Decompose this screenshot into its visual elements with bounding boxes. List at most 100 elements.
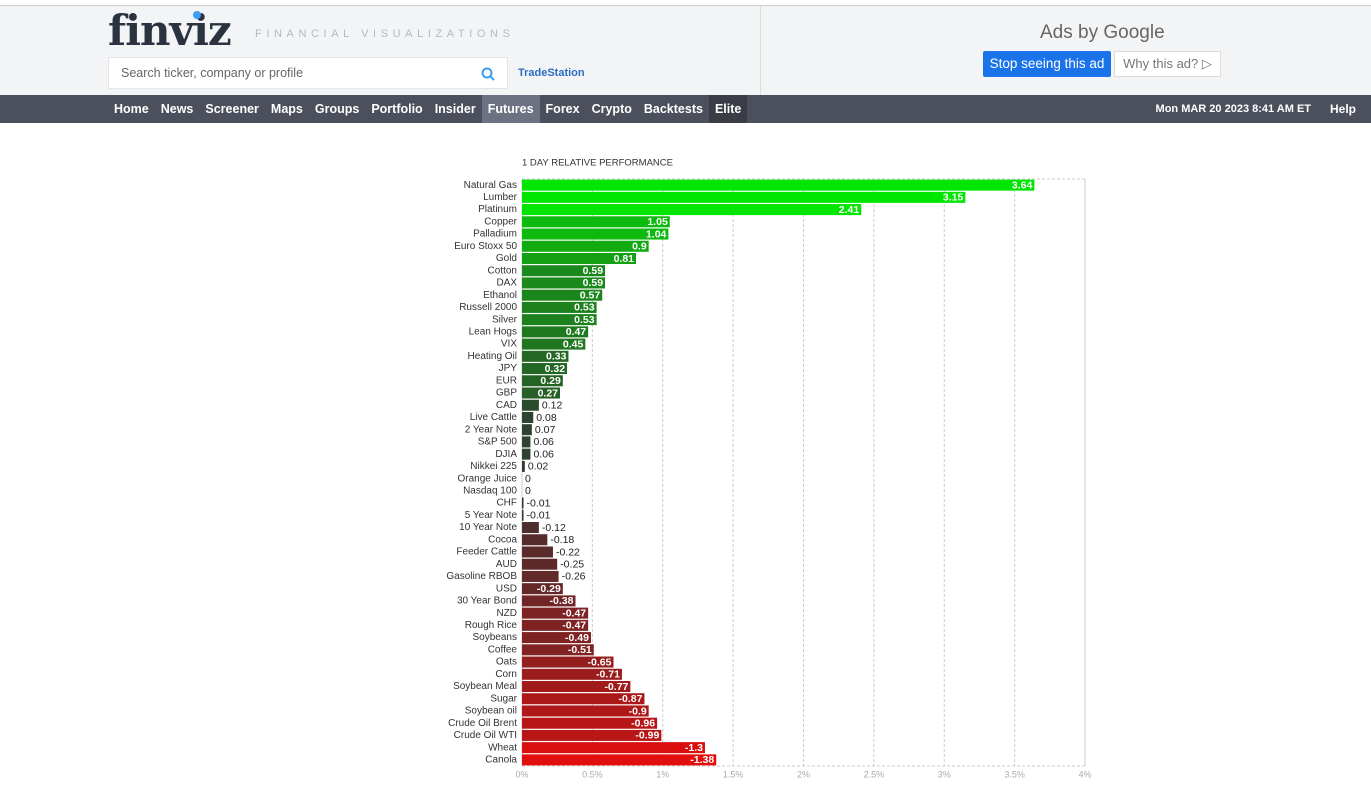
value-label: 0.53 [574,314,595,326]
nav-item[interactable]: Crypto [591,102,632,116]
value-label: 0 [525,473,531,485]
value-label: 0.12 [542,400,563,412]
bar [522,644,594,656]
y-tick-label: DAX [496,278,517,289]
nav-item[interactable]: Insider [434,102,476,116]
divider [760,6,761,96]
bar [522,558,558,570]
y-tick-label: Crude Oil WTI [454,730,517,741]
y-tick-label: Orange Juice [458,473,518,484]
value-label: -0.71 [596,669,620,681]
value-label: -0.01 [527,510,551,522]
y-tick-label: S&P 500 [478,437,518,448]
nav-item[interactable]: Screener [205,102,259,116]
bar [522,717,658,729]
y-tick-label: Platinum [478,204,517,215]
y-tick-label: Live Cattle [470,412,518,423]
help[interactable]: Help [1329,102,1356,116]
nav-items: Home News Screener Maps Groups Portfolio Insid… [108,95,748,123]
y-tick-label: CHF [496,498,517,509]
value-label: -0.18 [550,534,574,546]
nav-item[interactable]: Forex [545,102,580,116]
y-tick-label: Soybeans [473,632,517,643]
value-label: 0.06 [533,448,554,460]
bar [522,277,606,289]
bar [522,350,569,362]
value-label: 0.59 [583,265,604,277]
value-label: -0.65 [588,656,612,668]
y-tick-label: Gold [496,253,517,264]
value-label: -0.29 [537,583,561,595]
x-tick-label: 4% [1078,769,1091,779]
x-tick-label: 2.5% [864,769,885,779]
value-label: 0.81 [614,253,635,265]
bar [522,705,649,717]
x-tick-label: 1% [656,769,669,779]
chart-title: 1 DAY RELATIVE PERFORMANCE [522,158,673,169]
bar [522,191,966,203]
nav-item[interactable]: Home [114,102,149,116]
search-icon[interactable] [481,67,495,81]
nav-item[interactable]: Backtests [643,102,703,116]
y-tick-label: Sugar [490,693,517,704]
value-label: 0.27 [538,387,559,399]
ad-button[interactable]: Stop seeing this ad [983,51,1111,77]
y-tick-label: CAD [496,400,517,411]
nav-item[interactable]: Futures [481,95,540,123]
value-label: -0.25 [560,559,584,571]
value-label: 0.32 [545,363,566,375]
value-label: 1.04 [646,228,667,240]
value-label: -0.49 [565,632,589,644]
bar [522,436,531,448]
y-tick-label: 30 Year Bond [457,596,517,607]
y-tick-label: Lean Hogs [469,327,517,338]
bar [522,216,670,228]
logo[interactable]: finviz [108,6,232,55]
y-tick-label: Euro Stoxx 50 [454,241,517,252]
y-tick-label: Feeder Cattle [456,547,517,558]
nav-bar: Home News Screener Maps Groups Portfolio Insid… [0,95,1371,123]
value-label: -0.01 [527,497,551,509]
search-box[interactable]: Search ticker, company or profile [108,57,508,89]
y-tick-label: Crude Oil Brent [448,718,517,729]
y-tick-label: 10 Year Note [459,522,517,533]
value-label: -0.99 [635,730,659,742]
y-tick-label: USD [496,583,517,594]
ad-why[interactable]: Why this ad? ▷ [1114,51,1221,77]
bar [522,656,614,668]
bar [522,570,559,582]
value-label: 0 [525,485,531,497]
y-tick-label: Rough Rice [465,620,518,631]
bar [522,399,539,411]
value-label: 0.06 [533,436,554,448]
bar [522,607,589,619]
datetime: Mon MAR 20 2023 8:41 AM ET [1155,103,1311,115]
bar [522,228,669,240]
y-tick-label: JPY [499,363,518,374]
y-tick-label: 5 Year Note [465,510,518,521]
value-label: 0.9 [632,241,647,253]
nav-item[interactable]: Maps [270,102,303,116]
bar [522,619,589,631]
y-tick-label: 2 Year Note [465,424,518,435]
value-label: 2.41 [839,204,860,216]
y-tick-label: Cocoa [488,534,517,545]
y-tick-label: Silver [492,314,518,325]
value-label: -0.51 [568,644,592,656]
nav-item[interactable]: Portfolio [371,102,423,116]
y-tick-label: Corn [495,669,517,680]
bar [522,179,1035,191]
value-label: 0.08 [536,412,557,424]
bar [522,314,597,326]
value-label: -0.12 [542,522,566,534]
y-tick-label: Nikkei 225 [470,461,517,472]
nav-item[interactable]: News [160,102,194,116]
y-tick-label: Soybean oil [465,706,517,717]
nav-item[interactable]: Elite [708,95,748,123]
bar [522,742,705,754]
nav-item[interactable]: Groups [314,102,360,116]
sponsor[interactable]: TradeStation [518,67,585,79]
bar [522,240,649,252]
value-label: 0.47 [566,326,587,338]
